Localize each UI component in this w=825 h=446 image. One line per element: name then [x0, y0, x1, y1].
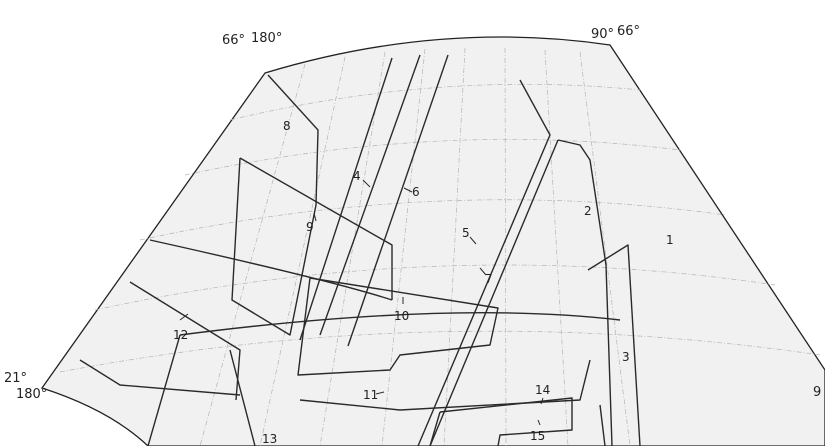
zone-12-outline: [79, 239, 393, 401]
zone-9-outline: [231, 157, 393, 336]
zone-label-8: 8: [283, 119, 291, 133]
zone-label-13: 13: [262, 432, 277, 446]
zone-label-12: 12: [173, 328, 188, 342]
zone-label-1: 1: [666, 233, 674, 247]
zone-5-outline: [417, 79, 551, 446]
zone-label-15: 15: [530, 429, 545, 443]
zone-label-14: 14: [535, 383, 550, 397]
label-top-right-lon: 90°: [591, 27, 614, 42]
zone-label-3: 3: [622, 350, 630, 364]
graticule-meridians: [199, 47, 631, 446]
label-top-left-lon: 180°: [251, 31, 282, 46]
zone-15-outline: [429, 404, 606, 446]
zone-label-10: 10: [394, 309, 409, 323]
zone-label-7: 7: [485, 272, 493, 286]
zone-label-4: 4: [353, 169, 361, 183]
zone-4-outline: [299, 54, 421, 341]
zone-label-6: 6: [412, 185, 420, 199]
zone-band-outline: [147, 312, 621, 446]
label-top-right-lat: 66°: [617, 24, 640, 39]
zone-14-outline: [439, 397, 573, 446]
zone-6-outline: [347, 54, 449, 347]
map-sheet-outline: [40, 36, 825, 446]
zone-8-outline: [267, 74, 319, 206]
zone-11-outline: [299, 359, 591, 411]
zone-label-2: 2: [584, 204, 592, 218]
label-leaders: [179, 179, 544, 426]
label-bottom-left-lat: 21°: [4, 371, 27, 386]
label-bottom-right-partial: 9: [813, 385, 821, 400]
coverage-zones: [79, 54, 641, 446]
label-bottom-left-lon: 180°: [16, 387, 47, 402]
zone-label-9: 9: [306, 220, 314, 234]
label-top-left-lat: 66°: [222, 33, 245, 48]
zone-label-11: 11: [363, 388, 378, 402]
zone-10-outline: [297, 277, 499, 376]
zone-7-outline: [429, 139, 613, 446]
zone-label-5: 5: [462, 226, 470, 240]
zone-3-outline: [587, 244, 641, 446]
